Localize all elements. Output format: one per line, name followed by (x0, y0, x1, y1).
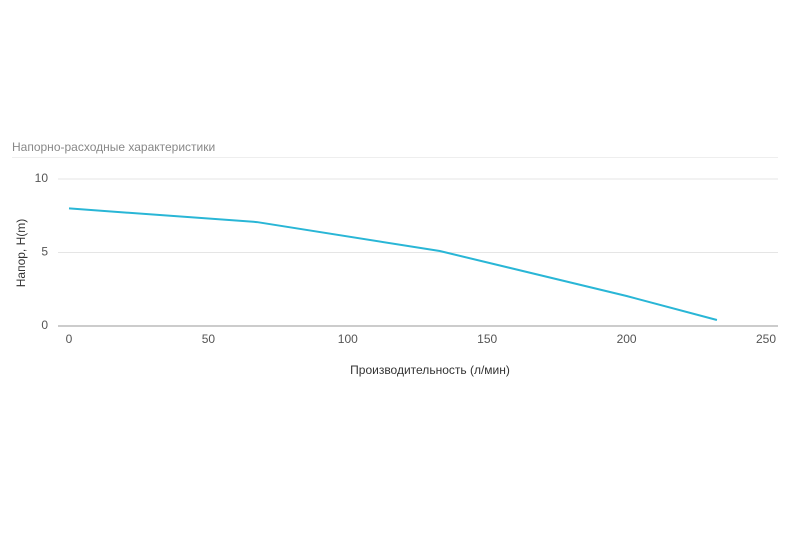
x-tick-label: 50 (202, 332, 216, 346)
y-tick-label: 10 (35, 171, 49, 185)
y-tick-label: 0 (41, 318, 48, 332)
x-axis-label: Производительность (л/мин) (350, 363, 510, 377)
x-tick-label: 100 (338, 332, 358, 346)
x-tick-label: 200 (617, 332, 637, 346)
x-tick-label: 0 (66, 332, 73, 346)
chart-title: Напорно-расходные характеристики (12, 140, 215, 154)
y-axis-label: Напор, H(m) (14, 219, 28, 288)
x-tick-label: 250 (756, 332, 776, 346)
y-tick-label: 5 (41, 245, 48, 259)
x-tick-label: 150 (477, 332, 497, 346)
data-line (68, 207, 718, 321)
